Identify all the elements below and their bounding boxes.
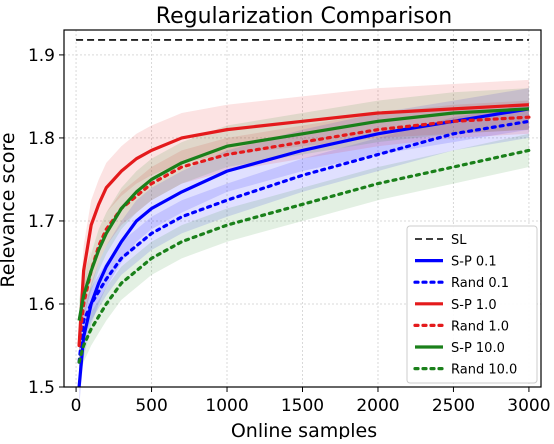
series-line-rand-10-0 xyxy=(77,148,531,364)
error-bands xyxy=(79,79,529,408)
x-tick-label: 3000 xyxy=(507,396,550,416)
chart-title: Regularization Comparison xyxy=(156,4,452,29)
series-line-rand-0-1 xyxy=(77,119,531,364)
legend-label-s-p-1-0: S-P 1.0 xyxy=(451,298,497,313)
series-band-s-p-10-0 xyxy=(79,88,529,342)
series-line-s-p-1-0 xyxy=(77,103,530,346)
legend-label-rand-10-0: Rand 10.0 xyxy=(451,363,517,378)
x-tick-label: 1500 xyxy=(281,396,324,416)
x-axis-label: Online samples xyxy=(231,420,377,439)
legend-label-sl: SL xyxy=(451,233,467,248)
legend-label-s-p-0-1: S-P 0.1 xyxy=(451,255,497,270)
legend-label-rand-0-1: Rand 0.1 xyxy=(451,276,509,291)
series-lines xyxy=(76,39,531,388)
x-tick-label: 0 xyxy=(71,396,82,416)
plot-frame xyxy=(63,29,542,388)
legend-label-s-p-10-0: S-P 10.0 xyxy=(451,341,505,356)
series-band-rand-10-0 xyxy=(79,133,529,379)
legend-label-rand-1-0: Rand 1.0 xyxy=(451,319,509,334)
series-line-s-p-10-0 xyxy=(77,107,530,321)
legend: SL S-P 0.1 Rand 0.1 S-P 1.0 Rand 1.0 S-P 10.0… xyxy=(406,225,538,384)
y-axis-label: Relevance score xyxy=(0,132,19,287)
y-tick-label: 1.5 xyxy=(28,378,55,398)
y-tick-label: 1.9 xyxy=(28,46,55,66)
x-tick-label: 2000 xyxy=(356,396,399,416)
series-band-rand-1-0 xyxy=(79,100,529,363)
x-tick-label: 1000 xyxy=(205,396,248,416)
y-tick-label: 1.6 xyxy=(28,295,55,315)
series-band-rand-0-1 xyxy=(79,104,529,379)
x-tick-label: 500 xyxy=(135,396,167,416)
y-tick-label: 1.7 xyxy=(28,212,55,232)
legend-box xyxy=(406,225,538,384)
y-tick-label: 1.8 xyxy=(28,129,55,149)
series-band-s-p-0-1 xyxy=(79,88,529,408)
x-tick-label: 2500 xyxy=(432,396,475,416)
axes: 0 500 1000 1500 2000 2500 3000 1.5 1.6 1.7 1.8 1.9 xyxy=(28,29,551,416)
series-band-s-p-1-0 xyxy=(79,79,529,371)
